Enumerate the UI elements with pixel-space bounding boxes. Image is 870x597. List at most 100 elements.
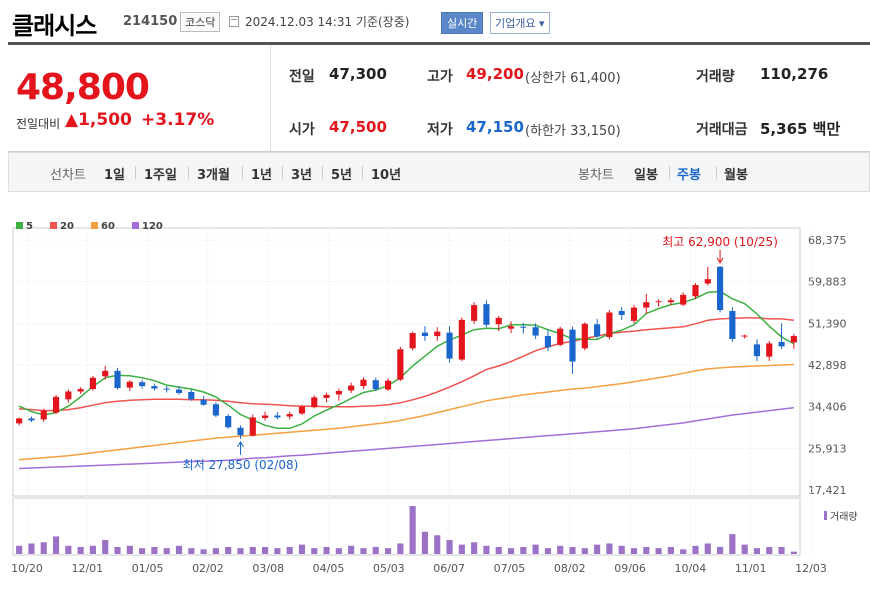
candle-body [766,343,773,357]
legend-label: 120 [142,221,163,232]
period-1y[interactable]: 1년 [251,168,273,183]
volume-bar [458,544,465,554]
volume-bar [495,546,502,554]
company-overview-button[interactable]: 기업개요 ▾ [490,12,550,34]
legend-label: 20 [60,221,74,232]
volume-bar [434,535,441,554]
volume-bar [262,546,269,554]
volume-bar [716,546,724,554]
legend-swatch [132,222,139,229]
stock-name[interactable]: 클래시스 [12,12,97,40]
period-1w[interactable]: 1주일 [144,168,177,183]
candle-body [77,389,84,392]
candle-body [360,379,367,387]
volume-bar [311,548,318,554]
candle-body [372,380,379,390]
y-tick-label: 42,898 [808,359,847,372]
period-1d[interactable]: 1일 [104,168,126,183]
candle-daily[interactable]: 일봉 [634,168,658,183]
candle-body [557,328,564,345]
volume-bar [52,536,60,554]
candle-body [741,335,748,337]
ma120-line [19,406,794,470]
x-tick-label: 11/01 [735,562,767,575]
volume-bar [680,549,687,554]
market-badge: 코스닥 [180,12,221,32]
volume-bar [114,546,121,554]
volume-bar [729,534,736,554]
period-3m[interactable]: 3개월 [197,168,230,183]
volume-bar [151,546,158,554]
candle-body [126,381,133,388]
open-label: 시가 [289,122,315,138]
ma20-line [19,317,794,412]
x-tick-label: 10/20 [11,562,43,575]
high-annotation: 최고 62,900 (10/25) [662,235,778,249]
candle-body [102,370,109,377]
period-3y[interactable]: 3년 [291,168,313,183]
ma60-line [19,363,794,461]
candle-weekly[interactable]: 주봉 [677,168,701,183]
period-10y[interactable]: 10년 [371,168,402,183]
volume-bar [335,548,342,554]
volume-bar [594,544,601,554]
prev-close-value: 47,300 [329,65,387,83]
volume-bar [606,543,613,554]
candle-body [65,391,72,400]
volume-bar [16,545,23,554]
candle-body [114,370,121,389]
volume-bar [384,548,392,554]
legend-label: 5 [26,221,33,232]
candle-body [680,294,687,305]
volume-bar [397,543,404,554]
candle-body [421,332,429,337]
y-tick-label: 68,375 [808,234,847,247]
volume-bar [89,545,97,554]
candle-body [323,394,330,398]
volume-bar [446,539,453,554]
y-tick-label: 51,390 [808,317,847,330]
separator [669,166,670,179]
volume-bar [409,506,416,554]
trade-value-label: 거래대금 [696,122,748,138]
volume-bar [225,546,232,554]
x-tick-label: 12/01 [71,562,103,575]
volume-bar [175,545,183,554]
current-price: 48,800 [16,67,150,108]
legend-swatch [91,222,98,229]
period-5y[interactable]: 5년 [331,168,353,183]
volume-bar [532,544,539,554]
candle-body [16,418,23,424]
volume-bar [237,548,244,554]
y-tick-label: 34,406 [808,401,847,414]
volume-bar [557,545,564,554]
volume-bar [298,544,306,554]
low-annotation: 최저 27,850 (02/08) [183,458,299,472]
volume-bar [544,548,551,554]
candle-body [790,336,797,343]
volume-bar [753,548,761,554]
change-value: ▲1,500 [65,110,132,130]
realtime-button[interactable]: 실시간 [441,12,484,34]
calendar-icon [229,16,239,27]
candle-body [507,326,515,329]
volume-bar [65,545,72,554]
separator [188,166,189,179]
divider [8,42,870,45]
price-summary: 48,800 전일대비 ▲1,500 +3.17% 전일 47,300 시가 4… [8,45,870,152]
candle-body [483,304,490,325]
separator [135,166,136,179]
candle-body [249,417,256,436]
candle-monthly[interactable]: 월봉 [724,168,748,183]
stock-chart: 68,375 59,883 51,390 42,898 34,406 25,913 17,4… [11,221,857,575]
candle-body [434,331,441,337]
candle-body [643,302,650,308]
separator [362,166,363,179]
volume-bar [471,542,478,554]
volume-bar [126,545,133,554]
y-tick-label: 59,883 [808,276,847,289]
x-tick-label: 08/02 [554,562,586,575]
volume-bar [77,546,84,554]
volume-bar [360,548,367,554]
candle-body [262,415,269,418]
